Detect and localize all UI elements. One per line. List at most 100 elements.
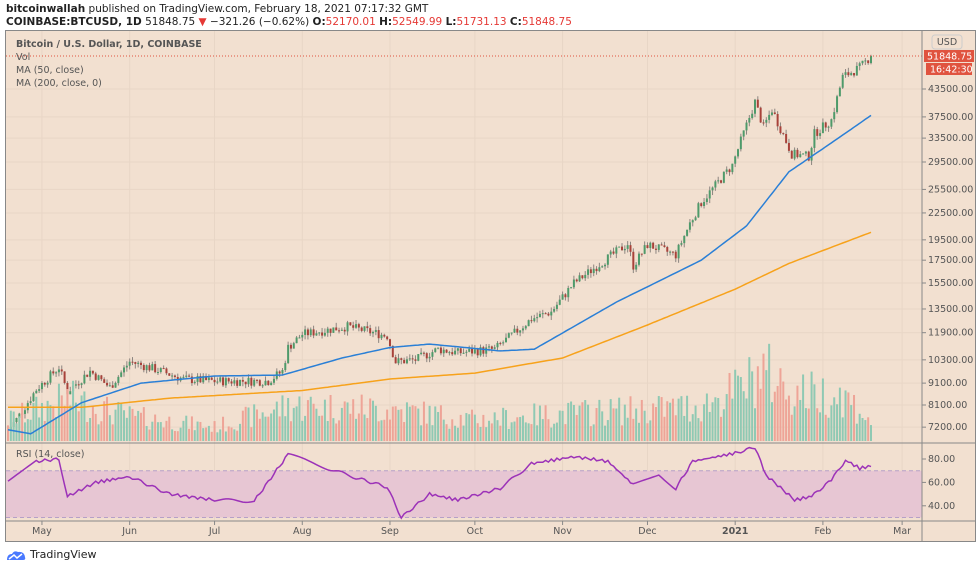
volume-bar (156, 422, 159, 441)
volume-bar (841, 417, 844, 441)
volume-bar (306, 400, 309, 441)
volume-bar (196, 421, 199, 441)
volume-bar (49, 405, 52, 441)
volume-bar (236, 430, 239, 441)
legend-ma200[interactable]: MA (200, close, 0) (16, 78, 102, 89)
candle (230, 381, 233, 384)
volume-bar (714, 397, 717, 441)
legend-rsi[interactable]: RSI (14, close) (16, 449, 85, 460)
candle (643, 245, 646, 254)
volume-bar (145, 426, 148, 441)
volume-bar (827, 417, 830, 441)
candle (239, 379, 242, 386)
volume-bar (374, 405, 377, 441)
candle (227, 378, 230, 382)
volume-bar (530, 424, 533, 441)
volume-bar (57, 383, 60, 441)
candle (646, 245, 649, 248)
candle (349, 322, 352, 326)
volume-bar (473, 414, 476, 441)
legend-ma50[interactable]: MA (50, close) (16, 65, 84, 76)
candle (439, 347, 442, 354)
candle (380, 334, 383, 339)
rsi-line (7, 446, 872, 520)
candle (281, 370, 284, 374)
candle (171, 375, 174, 377)
price-chart[interactable]: 43500.00 37500.00 33500.00 29500.00 25500.00… (6, 31, 975, 541)
candle (530, 320, 533, 322)
volume-bar (739, 377, 742, 441)
candle (391, 345, 394, 358)
volume-bar (570, 401, 573, 441)
price-tick-label: 29500.00 (928, 157, 973, 168)
candle (618, 246, 621, 248)
candle (553, 308, 556, 312)
volume-bar (335, 423, 338, 441)
candle (782, 133, 785, 135)
open-label: O: (312, 16, 326, 28)
volume-bar (635, 408, 638, 441)
volume-bar (731, 398, 734, 441)
candle (830, 119, 833, 127)
volume-bar (332, 418, 335, 441)
volume-bar (9, 410, 12, 441)
volume-bar (312, 403, 315, 441)
candle (199, 376, 202, 383)
volume-bar (244, 406, 247, 441)
candle (106, 382, 109, 386)
volume-bar (553, 423, 556, 441)
volume-bar (338, 420, 341, 441)
candle (388, 339, 391, 346)
volume-bar (499, 425, 502, 441)
volume-bar (459, 414, 462, 441)
volume-bar (686, 395, 689, 441)
volume-bar (422, 401, 425, 441)
candle (162, 368, 165, 370)
volume-bar (159, 422, 162, 441)
tradingview-logo[interactable]: TradingView (6, 548, 96, 561)
volume-bar (838, 387, 841, 441)
candle (134, 362, 137, 364)
volume-bar (29, 419, 32, 441)
candle (80, 383, 83, 385)
chart-frame[interactable]: 43500.00 37500.00 33500.00 29500.00 25500.00… (5, 30, 976, 542)
candle (360, 327, 363, 331)
candle (691, 220, 694, 223)
volume-bar (536, 425, 539, 441)
low-value: 51731.13 (456, 16, 507, 28)
volume-bar (304, 415, 307, 441)
candle (278, 371, 281, 374)
legend-vol[interactable]: Vol (16, 52, 31, 63)
volume-bar (258, 418, 261, 441)
candle (451, 352, 454, 355)
candle (844, 72, 847, 75)
volume-bar (411, 405, 414, 441)
volume-bar (179, 427, 182, 441)
volume-bar (564, 424, 567, 441)
volume-bar (802, 374, 805, 441)
volume-bar (315, 408, 318, 441)
candle (202, 376, 205, 383)
volume-bar (830, 405, 833, 441)
candle (720, 180, 723, 183)
candle (255, 379, 258, 381)
volume-bar (592, 424, 595, 441)
volume-bar (431, 425, 434, 441)
volume-bar (139, 412, 142, 441)
price-tick-label: 8100.00 (928, 400, 967, 411)
candle (332, 327, 335, 333)
volume-bar (456, 427, 459, 441)
candle (635, 264, 638, 270)
candle (773, 112, 776, 115)
volume-bar (162, 427, 165, 441)
candle (671, 251, 674, 253)
candle (18, 413, 21, 419)
volume-bar (765, 370, 768, 441)
candle (626, 245, 629, 249)
candle (770, 112, 773, 115)
volume-bar (151, 421, 154, 441)
volume-bar (40, 402, 43, 441)
candle (705, 198, 708, 202)
volume-bar (640, 399, 643, 441)
volume-bar (720, 416, 723, 441)
